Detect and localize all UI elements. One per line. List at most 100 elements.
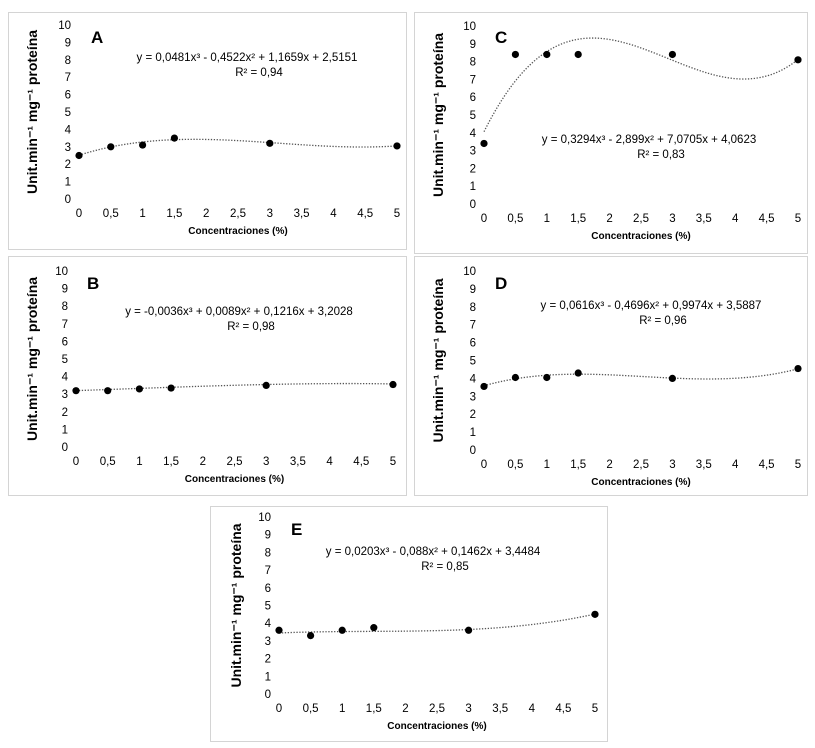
data-point <box>465 626 473 634</box>
y-tick-label: 8 <box>265 547 271 559</box>
x-tick-label: 2,5 <box>227 456 243 468</box>
trendline <box>278 613 596 634</box>
y-tick-label: 7 <box>470 74 476 86</box>
y-tick-label: 1 <box>65 177 71 189</box>
x-tick-label: 5 <box>795 213 801 225</box>
y-axis-label: Unit.min⁻¹ mg⁻¹ proteína <box>228 523 244 687</box>
y-tick-label: 2 <box>265 654 271 666</box>
data-point <box>480 139 488 148</box>
x-tick-label: 1 <box>136 456 142 468</box>
x-tick-label: 4 <box>326 456 333 468</box>
y-tick-label: 7 <box>62 319 68 331</box>
y-tick-label: 0 <box>470 199 476 211</box>
x-tick-label: 1,5 <box>366 703 382 715</box>
y-tick-label: 8 <box>470 302 476 314</box>
chart-e: 0 1 2 3 4 5 6 7 8 9 10 0 0,5 1 1,5 2 2,5 3 3,5 4 4,5 5 Concent… <box>228 512 599 732</box>
y-tick-label: 10 <box>58 20 71 32</box>
y-tick-label: 0 <box>470 445 476 457</box>
r-squared-label: R² = 0,85 <box>421 561 469 573</box>
y-tick-label: 8 <box>62 301 68 313</box>
data-point <box>794 56 802 64</box>
panel-letter: B <box>87 274 99 293</box>
data-point <box>393 142 401 150</box>
y-tick-label: 4 <box>470 128 477 140</box>
y-tick-label: 3 <box>470 146 476 158</box>
x-tick-label: 3,5 <box>696 213 712 225</box>
y-axis-label: Unit.min⁻¹ mg⁻¹ proteína <box>24 30 40 194</box>
y-tick-label: 0 <box>62 442 68 454</box>
x-tick-label: 2 <box>203 208 209 220</box>
y-axis-label: Unit.min⁻¹ mg⁻¹ proteína <box>430 33 446 197</box>
y-tick-label: 8 <box>470 57 476 69</box>
y-tick-label: 9 <box>265 530 271 542</box>
x-tick-label: 0,5 <box>507 459 523 471</box>
x-tick-label: 1 <box>544 459 550 471</box>
data-point <box>668 374 676 382</box>
chart-panel-c: 0 1 2 3 4 5 6 7 8 9 10 0 0,5 1 1,5 2 2,5 3 3,5 4 4,5 5 Concent… <box>414 12 808 254</box>
y-tick-label: 6 <box>65 90 71 102</box>
x-tick-label: 5 <box>394 208 400 220</box>
trendline-equation: y = 0,0203x³ - 0,088x² + 0,1462x + 3,448… <box>326 546 541 558</box>
y-axis-label: Unit.min⁻¹ mg⁻¹ proteína <box>430 278 446 442</box>
data-point <box>139 141 147 149</box>
trendline-equation: y = 0,0481x³ - 0,4522x² + 1,1659x + 2,51… <box>137 52 358 64</box>
data-point <box>75 151 83 160</box>
x-tick-label: 0 <box>276 703 282 715</box>
x-tick-label: 4,5 <box>555 703 571 715</box>
data-point <box>104 387 112 395</box>
y-tick-label: 10 <box>258 512 271 524</box>
data-point <box>370 624 378 632</box>
y-tick-label: 1 <box>62 424 68 436</box>
x-tick-label: 0,5 <box>103 208 119 220</box>
x-tick-label: 1 <box>544 213 550 225</box>
panel-letter: E <box>291 520 302 539</box>
y-tick-label: 8 <box>65 55 71 67</box>
x-tick-label: 5 <box>795 459 801 471</box>
trendline <box>483 37 799 132</box>
x-tick-label: 2 <box>606 459 612 471</box>
x-tick-label: 3 <box>669 213 675 225</box>
x-tick-label: 5 <box>592 703 598 715</box>
chart-b: 0 1 2 3 4 5 6 7 8 9 10 0 0,5 1 1,5 2 2,5 3 3,5 4 4,5 5 Concent… <box>24 266 397 485</box>
x-axis-label: Concentraciones (%) <box>591 477 690 488</box>
panel-letter: D <box>495 274 507 293</box>
x-tick-label: 2,5 <box>633 459 649 471</box>
data-point <box>107 143 115 151</box>
x-tick-label: 4 <box>330 208 337 220</box>
y-tick-label: 6 <box>470 92 476 104</box>
trendline-equation: y = 0,0616x³ - 0,4696x² + 0,9974x + 3,58… <box>541 300 762 312</box>
y-tick-label: 9 <box>470 39 476 51</box>
data-point <box>338 626 346 634</box>
y-tick-label: 10 <box>55 266 68 278</box>
x-axis-label: Concentraciones (%) <box>591 231 690 242</box>
x-tick-label: 4,5 <box>353 456 369 468</box>
x-tick-label: 5 <box>390 456 396 468</box>
r-squared-label: R² = 0,94 <box>235 67 283 79</box>
x-tick-label: 2 <box>606 213 612 225</box>
x-tick-label: 2 <box>402 703 408 715</box>
y-tick-label: 4 <box>265 618 272 630</box>
x-tick-label: 2,5 <box>429 703 445 715</box>
y-tick-label: 2 <box>65 159 71 171</box>
y-tick-label: 7 <box>470 320 476 332</box>
x-tick-label: 3 <box>263 456 269 468</box>
x-tick-label: 0,5 <box>303 703 319 715</box>
data-point <box>511 50 519 59</box>
chart-panel-d: 0 1 2 3 4 5 6 7 8 9 10 0 0,5 1 1,5 2 2,5 3 3,5 4 4,5 5 Concent… <box>414 256 808 496</box>
y-tick-label: 6 <box>470 338 476 350</box>
x-tick-label: 0 <box>481 213 487 225</box>
y-tick-label: 5 <box>62 354 68 366</box>
trendline <box>75 382 394 392</box>
x-tick-label: 3,5 <box>696 459 712 471</box>
x-axis-label: Concentraciones (%) <box>185 474 284 485</box>
x-tick-label: 4,5 <box>759 213 775 225</box>
x-tick-label: 4,5 <box>357 208 373 220</box>
data-point <box>307 631 315 640</box>
y-tick-label: 4 <box>65 124 72 136</box>
x-tick-label: 4 <box>529 703 536 715</box>
data-point <box>543 373 551 382</box>
data-point <box>389 380 397 389</box>
x-tick-label: 1 <box>139 208 145 220</box>
y-tick-label: 5 <box>265 601 271 613</box>
x-tick-label: 2,5 <box>633 213 649 225</box>
